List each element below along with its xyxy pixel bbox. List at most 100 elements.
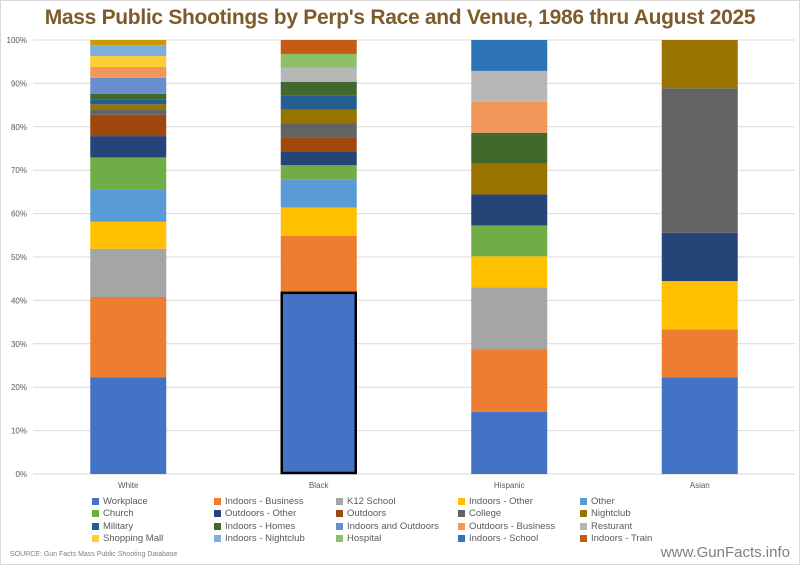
legend-swatch (458, 522, 465, 530)
legend-label: Indoors - Business (225, 495, 304, 507)
legend-label: Outdoors (347, 508, 387, 520)
legend-label: Indoors and Outdoors (347, 520, 439, 532)
legend-swatch (336, 497, 343, 505)
bar-stack-asian (661, 40, 738, 474)
legend-item: Indoors - School (458, 533, 580, 546)
y-tick-label: 50% (11, 253, 27, 262)
bar-segment (661, 40, 738, 89)
bar-segment (90, 109, 167, 115)
y-tick-label: 20% (11, 383, 27, 392)
bar-segment (90, 56, 167, 67)
legend-swatch (214, 535, 221, 543)
y-tick-label: 90% (11, 79, 27, 88)
bar-segment (280, 40, 357, 54)
bar-segment (471, 287, 548, 350)
bar-stack-hispanic (471, 40, 548, 474)
legend-label: Indoors - Train (591, 533, 653, 545)
legend-item: Resturant (580, 520, 702, 533)
bar-segment (90, 104, 167, 110)
legend-label: Outdoors - Business (469, 520, 556, 532)
bar-segment (280, 291, 357, 474)
legend-item: Indoors - Other (458, 495, 580, 508)
y-axis-ticks: 0% 10% 20% 30% 40% 50% 60% 70% 80% 90% 100% (7, 36, 27, 479)
legend-label: K12 School (347, 495, 396, 507)
legend-label: Other (591, 495, 615, 507)
bar-segment (280, 81, 357, 96)
legend-label: Indoors - Homes (225, 520, 296, 532)
bar-segment (280, 151, 357, 166)
legend-item: Indoors - Homes (214, 520, 336, 533)
bar-segment (280, 123, 357, 138)
highlight-outline (280, 291, 357, 475)
legend-item: Nightclub (580, 508, 702, 521)
bar-stack-black (280, 40, 357, 475)
legend-item: Indoors and Outdoors (336, 520, 458, 533)
legend-swatch (580, 522, 587, 530)
legend-swatch (458, 497, 465, 505)
legend-swatch (92, 522, 99, 530)
legend-label: Indoors - School (469, 533, 539, 545)
bar-segment (90, 77, 167, 94)
legend-swatch (214, 522, 221, 530)
bar-segment (280, 109, 357, 124)
bar-segment (661, 329, 738, 378)
bar-segment (90, 40, 167, 46)
bar-segment (90, 66, 167, 78)
bar-segment (280, 95, 357, 110)
legend-item: Military (92, 520, 214, 533)
bar-segment (471, 163, 548, 195)
legend-swatch (336, 535, 343, 543)
source-note: SOURCE: Gun Facts Mass Public Shooting D… (10, 551, 178, 558)
legend-swatch (336, 510, 343, 518)
bar-segment (471, 225, 548, 257)
bar-segment (280, 207, 357, 236)
legend-item: Workplace (92, 495, 214, 508)
legend-item: Indoors - Nightclub (214, 533, 336, 546)
legend-label: Workplace (103, 495, 148, 507)
y-tick-label: 10% (11, 427, 27, 436)
y-tick-label: 60% (11, 210, 27, 219)
bar-segment (471, 40, 548, 71)
bar-stack-white (90, 40, 167, 474)
bar-segment (90, 189, 167, 222)
legend-item: Outdoors (336, 508, 458, 521)
legend-item: Shopping Mall (92, 533, 214, 546)
bar-segment (471, 132, 548, 164)
bar-segment (90, 157, 167, 190)
legend-swatch (336, 522, 343, 530)
x-category-label: Hispanic (494, 481, 525, 490)
legend-item: College (458, 508, 580, 521)
legend-swatch (580, 510, 587, 518)
bar-segment (280, 53, 357, 68)
legend-item: Church (92, 508, 214, 521)
legend-label: Hospital (347, 533, 382, 545)
bar-segment (661, 377, 738, 474)
legend-swatch (92, 497, 99, 505)
x-category-label: Asian (690, 481, 710, 490)
bar-segment (661, 232, 738, 282)
bar-segment (90, 248, 167, 298)
bar-segment (280, 235, 357, 292)
bar-segment (280, 165, 357, 180)
bar-segment (280, 179, 357, 208)
bar-segment (280, 67, 357, 82)
x-axis-categories: White Black Hispanic Asian (118, 481, 710, 490)
legend-item: Hospital (336, 533, 458, 546)
legend-item: Outdoors - Other (214, 508, 336, 521)
website-label: www.GunFacts.info (660, 544, 790, 561)
bar-segment (90, 221, 167, 249)
legend-label: Shopping Mall (103, 533, 164, 545)
bar-segment (90, 45, 167, 57)
bar-segment (90, 99, 167, 105)
chart-title: Mass Public Shootings by Perp's Race and… (44, 6, 756, 29)
legend-label: Indoors - Nightclub (225, 533, 305, 545)
x-category-label: Black (309, 481, 330, 490)
bar-segment (90, 377, 167, 474)
legend-swatch (580, 497, 587, 505)
legend-item: K12 School (336, 495, 458, 508)
y-tick-label: 30% (11, 340, 27, 349)
bars (90, 40, 738, 475)
legend-label: Church (103, 508, 134, 520)
bar-segment (471, 70, 548, 102)
